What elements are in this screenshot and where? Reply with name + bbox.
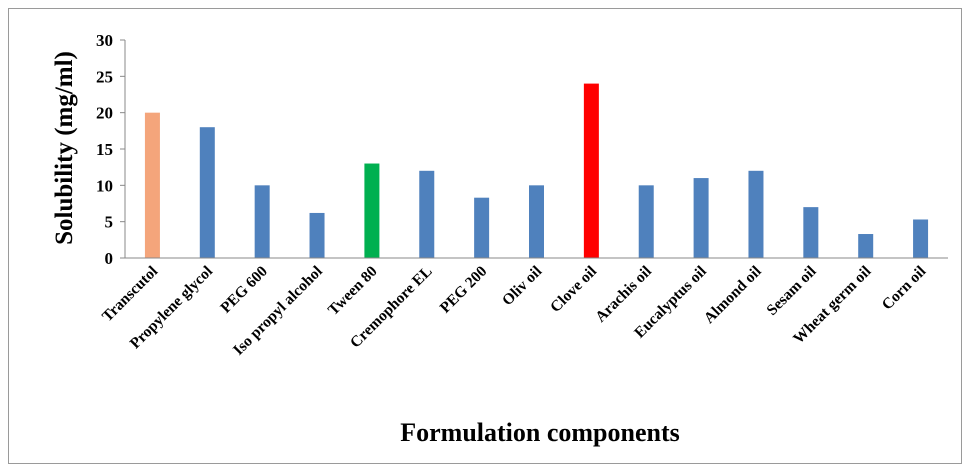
bar-cremophore-el	[419, 170, 435, 258]
bar-wheat-germ-oil	[858, 234, 874, 258]
x-tick-label: Sesam oil	[763, 262, 820, 319]
bar-peg-200	[474, 197, 490, 258]
y-tick-label: 5	[105, 213, 114, 232]
y-tick-label: 0	[105, 249, 114, 268]
bar-sesam-oil	[803, 207, 819, 258]
bar-propylene-glycol	[199, 127, 215, 258]
x-tick-label: Clove oil	[547, 262, 601, 316]
y-tick-label: 30	[96, 31, 113, 50]
bar-clove-oil	[583, 83, 599, 258]
x-tick-label: PEG 600	[217, 263, 271, 317]
bar-arachis-oil	[638, 185, 654, 258]
bar-peg-600	[254, 185, 270, 258]
y-tick-label: 10	[96, 176, 113, 195]
y-ticks-group: 0 5 10 15 20 25 30	[96, 31, 125, 268]
x-tick-label: Corn oil	[879, 262, 930, 313]
x-tick-label: PEG 200	[437, 263, 491, 317]
bar-corn-oil	[913, 219, 929, 258]
bar-transcutol	[144, 112, 160, 258]
y-tick-label: 25	[96, 67, 113, 86]
bars-group	[144, 83, 929, 258]
y-tick-label: 15	[96, 140, 113, 159]
x-axis-title: Formulation components	[400, 418, 680, 447]
bar-almond-oil	[748, 170, 764, 258]
y-axis-title: Solubility (mg/ml)	[51, 51, 78, 245]
x-tick-label: Tween 80	[325, 263, 381, 319]
bar-tween-80	[364, 163, 380, 258]
bar-iso-propyl-alcohol	[309, 212, 325, 258]
bar-eucalyptus-oil	[693, 178, 709, 258]
x-tick-label: Oliv oil	[499, 262, 546, 309]
y-tick-label: 20	[96, 104, 113, 123]
x-tick-label: Almond oil	[701, 262, 766, 327]
bar-oliv-oil	[529, 185, 544, 258]
